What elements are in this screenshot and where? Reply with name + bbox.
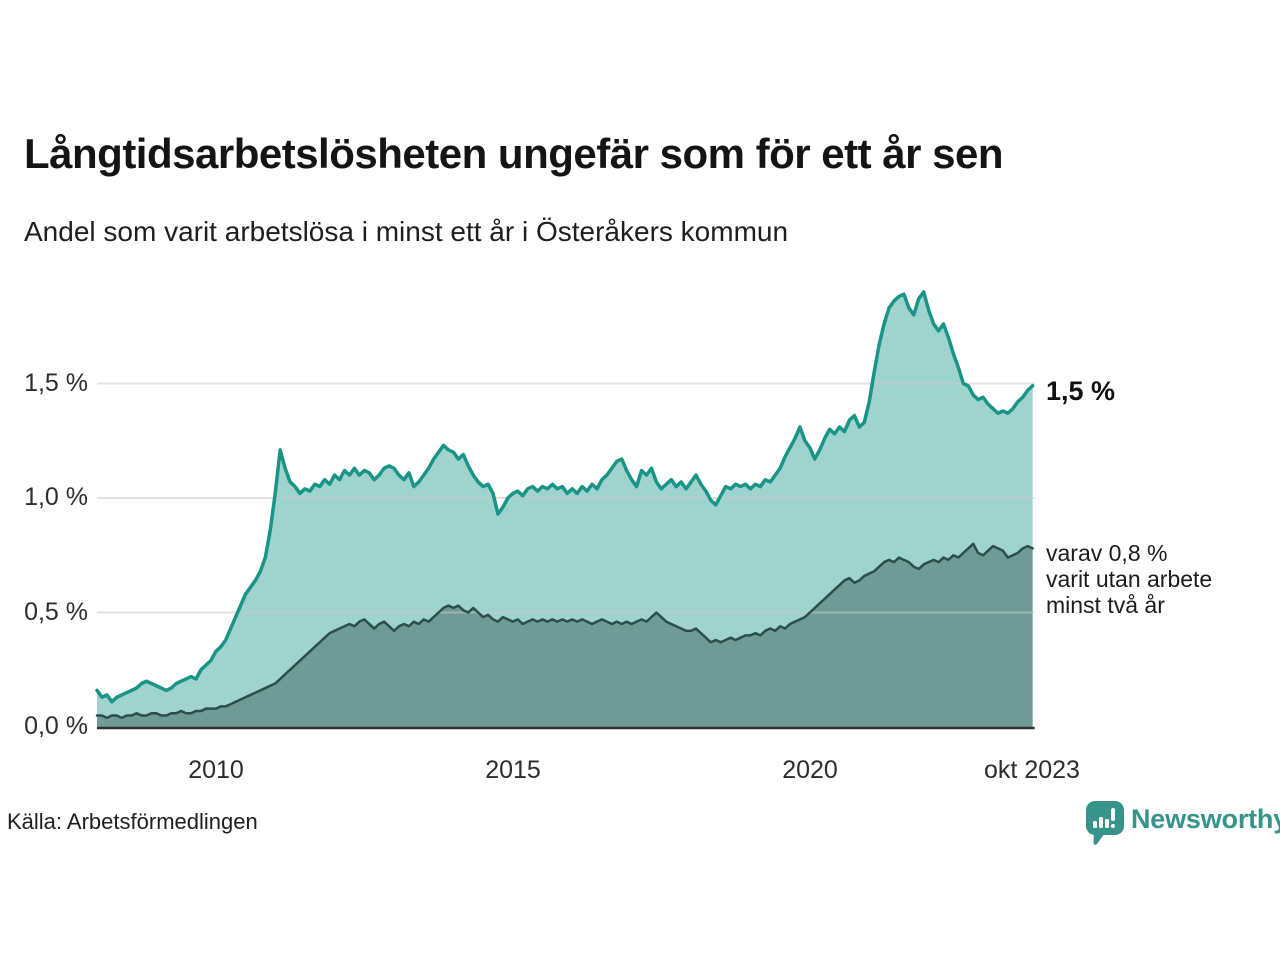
two-year-annotation-line-2: varit utan arbete	[1046, 566, 1213, 592]
page-title: Långtidsarbetslösheten ungefär som för e…	[24, 130, 1004, 177]
series-total-area	[97, 291, 1033, 727]
x-tick-label-2015: 2015	[485, 756, 541, 784]
bar-chart-glyph	[1093, 808, 1115, 828]
series-twoyear-line	[95, 542, 1034, 720]
y-tick-label-1-0: 1,0 %	[24, 483, 88, 511]
y-tick-label-0-0: 0,0 %	[24, 712, 88, 740]
brand-name: Newsworthy	[1131, 804, 1280, 834]
y-tick-label-1-5: 1,5 %	[24, 369, 88, 397]
x-tick-label-okt-2023: okt 2023	[984, 756, 1080, 784]
gridlines-group	[97, 382, 1035, 614]
two-year-annotation: varav 0,8 % varit utan arbete minst två …	[1046, 540, 1212, 618]
x-tick-label-2020: 2020	[782, 756, 838, 784]
newsworthy-icon	[1086, 801, 1124, 845]
x-tick-label-2010: 2010	[188, 756, 244, 784]
two-year-annotation-line-3: minst två år	[1046, 592, 1165, 618]
latest-total-annotation: 1,5 %	[1046, 376, 1116, 406]
brand-logo: Newsworthy	[1086, 801, 1280, 845]
page-subtitle: Andel som varit arbetslösa i minst ett å…	[24, 216, 789, 247]
two-year-annotation-line-1: varav 0,8 %	[1046, 540, 1168, 566]
series-total-line	[95, 290, 1035, 704]
source-note: Källa: Arbetsförmedlingen	[7, 809, 258, 834]
series-twoyear-area	[97, 543, 1033, 727]
y-tick-label-0-5: 0,5 %	[24, 598, 88, 626]
